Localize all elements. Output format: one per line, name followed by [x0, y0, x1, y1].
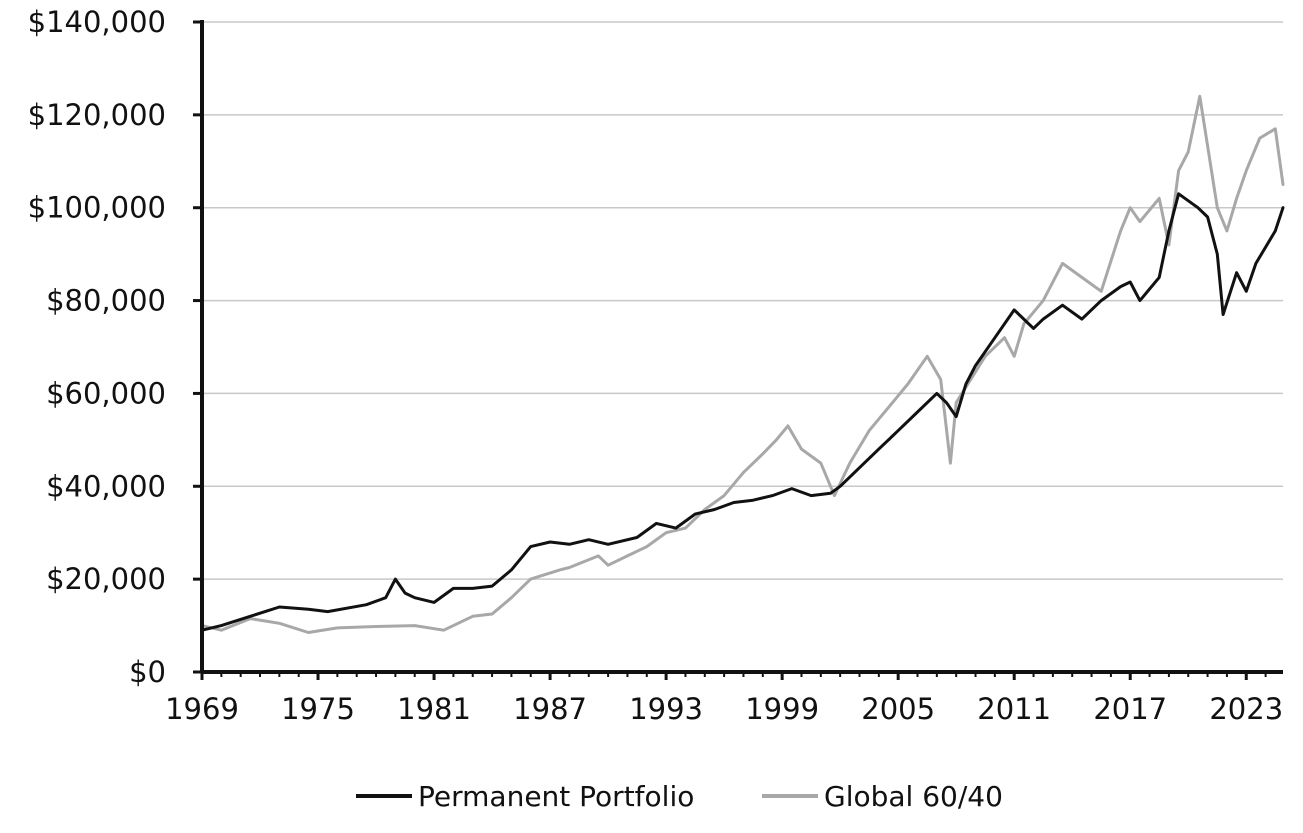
- x-tick-label: 1975: [281, 692, 355, 726]
- x-tick-label: 1981: [397, 692, 471, 726]
- x-axis-tick-labels: 1969 1975 1981 1987 1993 1999 2005 2011 2017 2023: [165, 692, 1283, 726]
- legend-label-1: Permanent Portfolio: [418, 780, 694, 813]
- x-tick-label: 2017: [1093, 692, 1167, 726]
- x-tick-label: 1987: [513, 692, 587, 726]
- y-tick-label: $100,000: [28, 191, 166, 225]
- legend: Permanent Portfolio Global 60/40: [356, 780, 1003, 813]
- x-tick-label: 1969: [165, 692, 239, 726]
- y-tick-label: $60,000: [46, 376, 166, 410]
- series-lines: [200, 94, 1285, 634]
- y-tick-label: $140,000: [28, 5, 166, 39]
- axes: [193, 20, 1283, 680]
- series-line-0: [200, 94, 1285, 634]
- x-tick-label: 2023: [1209, 692, 1283, 726]
- y-tick-label: $0: [129, 655, 166, 689]
- y-tick-label: $80,000: [46, 284, 166, 318]
- y-tick-label: $20,000: [46, 562, 166, 596]
- x-tick-label: 1993: [629, 692, 703, 726]
- x-tick-label: 2005: [861, 692, 935, 726]
- series-line-1: [200, 192, 1285, 632]
- y-axis-tick-labels: $0 $20,000 $40,000 $60,000 $80,000 $100,000 $1…: [28, 5, 166, 689]
- legend-label-0: Global 60/40: [824, 780, 1003, 813]
- x-tick-label: 1999: [745, 692, 819, 726]
- gridlines: [202, 21, 1283, 580]
- y-tick-label: $120,000: [28, 98, 166, 132]
- y-tick-label: $40,000: [46, 469, 166, 503]
- x-tick-label: 2011: [977, 692, 1051, 726]
